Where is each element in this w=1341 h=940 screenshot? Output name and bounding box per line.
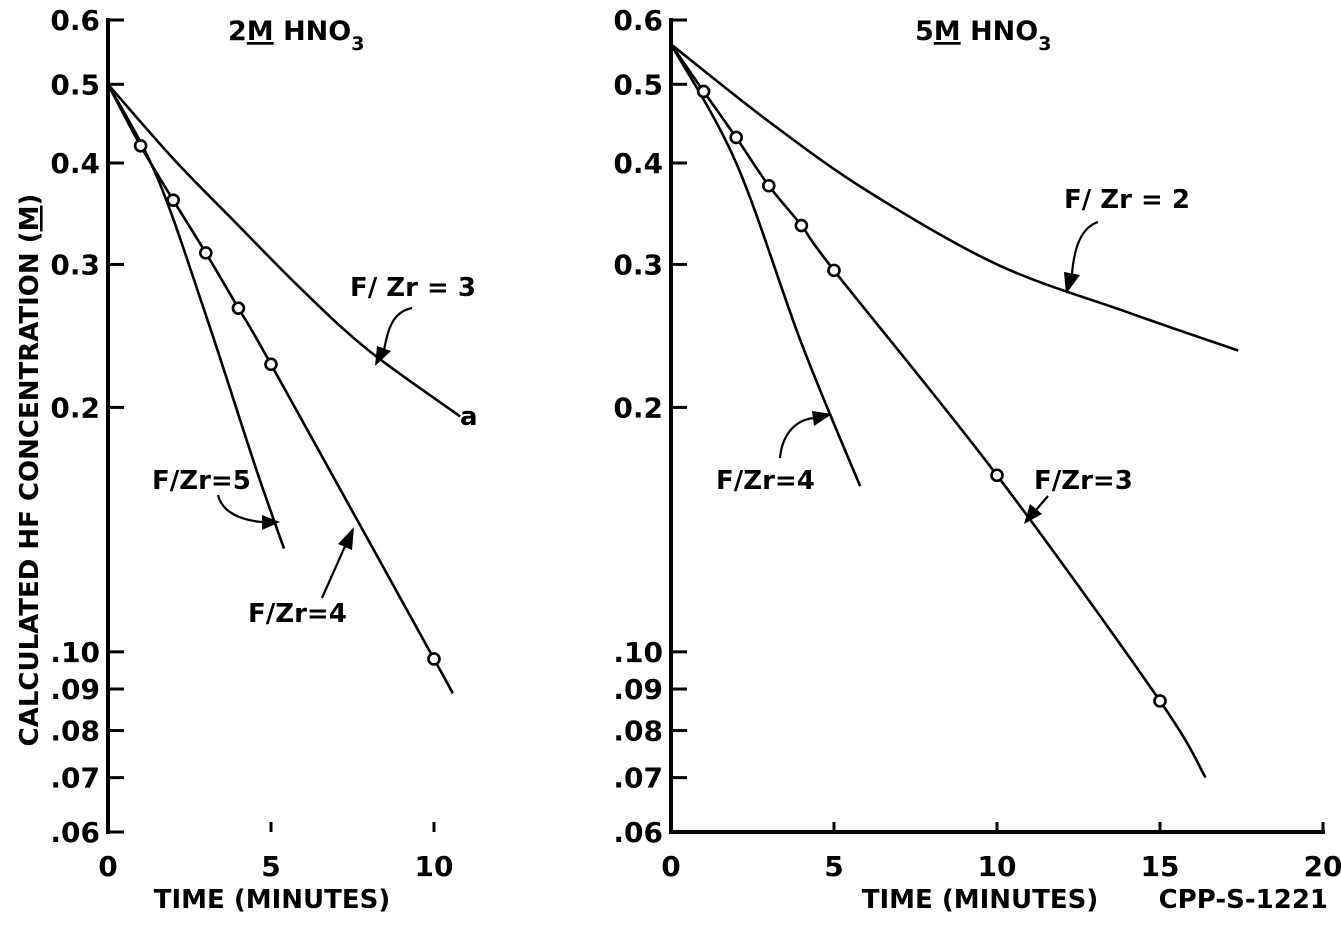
chart-panel-5m-hno3: 5M HNO3 TIME (MINUTES) .06 .07 .08 .09 .10 0.… (613, 4, 1341, 915)
data-point-f-zr-3 (990, 468, 1004, 483)
x-tick-label: 0 (98, 850, 117, 883)
x-tick-label: 10 (978, 850, 1017, 883)
series-labels: F/ Zr = 3 F/Zr=4 F/Zr=5 a (152, 273, 478, 629)
data-points (696, 84, 1167, 708)
arrowhead-fzr2 (1064, 272, 1080, 294)
y-tick-label: 0.5 (50, 68, 100, 101)
series-labels: F/ Zr = 2 F/Zr=3 F/Zr=4 (716, 185, 1190, 524)
arrow-fzr4 (320, 543, 348, 599)
data-point-f-zr-3 (729, 130, 744, 145)
data-points (133, 138, 441, 666)
arrowhead-fzr3 (1024, 504, 1042, 524)
y-tick-label: .09 (50, 673, 100, 706)
arrow-fzr3 (1035, 495, 1049, 511)
y-tick-label: .09 (613, 673, 663, 706)
x-axis-title: TIME (MINUTES) (154, 885, 391, 915)
y-tick-label: .07 (50, 762, 100, 795)
y-tick-label: 0.2 (613, 391, 663, 424)
y-tick-label: 0.4 (613, 147, 663, 180)
tick-marks (108, 18, 436, 834)
x-tick-label: 20 (1304, 850, 1341, 883)
chart-panel-2m-hno3: 2M HNO3 CALCULATED HF CONCENTRATION (M) … (15, 4, 478, 915)
series-line-f-zr-3 (107, 83, 461, 418)
x-tick-label: 5 (824, 850, 843, 883)
y-tick-label: .10 (50, 636, 100, 669)
y-tick-label: .07 (613, 762, 663, 795)
x-axis-title: TIME (MINUTES) (862, 885, 1099, 915)
figure-id: CPP-S-1221 (1159, 885, 1328, 915)
series-label-fzr3: F/ Zr = 3 (350, 273, 476, 303)
series-line-f-zr-3 (669, 43, 1207, 779)
arrowhead-fzr4 (812, 411, 832, 426)
chart-title: 5M HNO3 (915, 16, 1051, 55)
end-marker-label: a (460, 402, 478, 432)
arrow-fzr2 (1070, 220, 1099, 275)
y-tick-label: .06 (613, 816, 663, 849)
y-tick-label: .08 (50, 715, 100, 748)
data-point-f-zr-4 (231, 301, 246, 315)
data-point-f-zr-4 (133, 138, 148, 153)
tick-marks (671, 18, 1325, 834)
data-point-f-zr-3 (761, 178, 776, 193)
series-label-fzr4: F/Zr=4 (716, 466, 815, 496)
arrowhead-fzr5 (262, 515, 280, 530)
y-tick-label: 0.6 (50, 4, 100, 37)
svg-text:5M HNO3: 5M HNO3 (915, 16, 1051, 55)
axes (669, 18, 1325, 834)
series-label-fzr3: F/Zr=3 (1034, 466, 1133, 496)
arrow-fzr3 (382, 306, 413, 351)
y-tick-label: .06 (50, 816, 100, 849)
arrowhead-fzr3 (375, 346, 391, 366)
series-line-f-zr-2 (670, 43, 1239, 352)
x-tick-label: 10 (415, 850, 454, 883)
data-point-f-zr-3 (696, 84, 711, 99)
y-tick-label: .10 (613, 636, 663, 669)
series-label-fzr2: F/ Zr = 2 (1064, 185, 1190, 215)
chart-title: 2M HNO3 (228, 16, 364, 55)
data-point-f-zr-3 (827, 263, 841, 278)
y-tick-label: 0.2 (50, 391, 100, 424)
data-point-f-zr-4 (264, 357, 278, 372)
data-point-f-zr-3 (794, 218, 809, 233)
data-point-f-zr-4 (166, 193, 180, 207)
series-label-fzr4: F/Zr=4 (248, 599, 347, 629)
y-tick-label: 0.3 (613, 248, 663, 281)
tick-labels: .06 .07 .08 .09 .10 0.2 0.3 0.4 0.5 0.6 0 5 10 (50, 4, 453, 883)
x-tick-label: 0 (661, 850, 680, 883)
arrow-fzr4 (778, 416, 815, 459)
svg-text:CALCULATED HF CONCENTRATION (M: CALCULATED HF CONCENTRATION (M) (15, 194, 45, 747)
series-label-fzr5: F/Zr=5 (152, 466, 251, 496)
y-tick-label: 0.4 (50, 147, 100, 180)
y-axis-title: CALCULATED HF CONCENTRATION (M) (15, 194, 45, 747)
data-point-f-zr-4 (427, 652, 441, 666)
arrow-fzr5 (216, 494, 263, 524)
data-point-f-zr-3 (1153, 694, 1167, 708)
x-tick-label: 5 (261, 850, 280, 883)
arrowhead-fzr4 (338, 527, 354, 550)
tick-labels: .06 .07 .08 .09 .10 0.2 0.3 0.4 0.5 0.6 0 5 10 15 20 (613, 4, 1341, 883)
svg-text:2M HNO3: 2M HNO3 (228, 16, 364, 55)
y-tick-label: .08 (613, 715, 663, 748)
x-tick-label: 15 (1141, 850, 1180, 883)
data-point-f-zr-4 (199, 246, 213, 260)
y-tick-label: 0.5 (613, 68, 663, 101)
series-lines (669, 43, 1239, 779)
y-tick-label: 0.3 (50, 248, 100, 281)
y-tick-label: 0.6 (613, 4, 663, 37)
